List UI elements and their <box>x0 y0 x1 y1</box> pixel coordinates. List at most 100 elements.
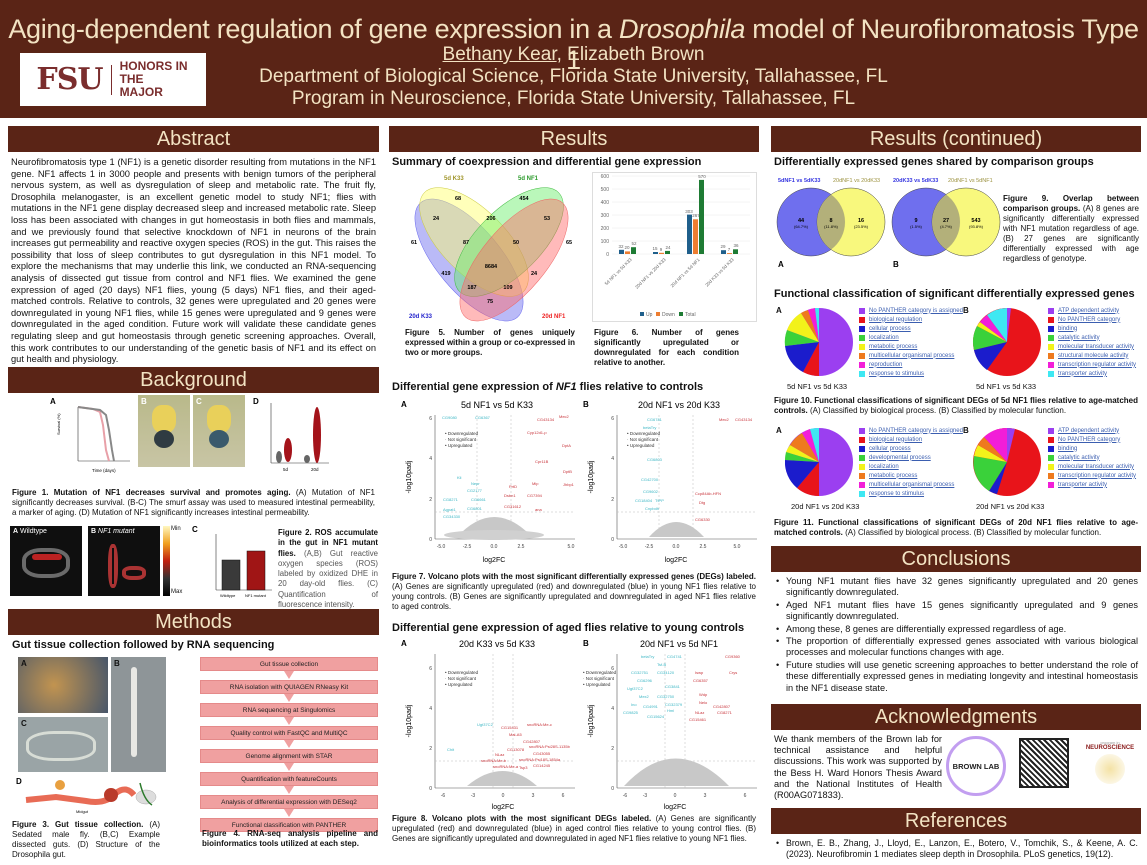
svg-text:CG6661: CG6661 <box>471 497 487 502</box>
svg-text:TtPP: TtPP <box>655 498 664 503</box>
svg-text:Chit: Chit <box>447 747 455 752</box>
svg-text:9: 9 <box>914 218 917 224</box>
svg-text:CG6781: CG6781 <box>647 417 663 422</box>
svg-text:Wildtype: Wildtype <box>220 593 236 598</box>
svg-text:CG15624: CG15624 <box>647 714 665 719</box>
svg-text:Wdp: Wdp <box>699 692 708 697</box>
svg-text:Ugt37C2: Ugt37C2 <box>627 686 644 691</box>
svg-text:CG15461: CG15461 <box>689 717 707 722</box>
svg-text:D: D <box>16 777 22 786</box>
acknowledgments-body: We thank members of the Brown lab for te… <box>771 730 1141 806</box>
svg-text:2: 2 <box>429 746 432 752</box>
shared-degs-subheading: Differentially expressed genes shared by… <box>774 156 1094 168</box>
scale-min-label: Min <box>171 526 181 532</box>
svg-text:0: 0 <box>429 537 432 543</box>
conclusions-heading: Conclusions <box>771 546 1141 572</box>
svg-text:Total: Total <box>685 312 696 318</box>
svg-text:20dK33 vs 5dK33: 20dK33 vs 5dK33 <box>893 178 938 184</box>
conclusion-item: Among these, 8 genes are differentially … <box>774 624 1138 636</box>
results-heading: Results <box>389 126 759 152</box>
figure-11: A No PANTHER category is assigned biolog… <box>776 426 1137 511</box>
figure-1: A Survival (%) Time (days) B C D <box>8 393 379 488</box>
svg-text:Tsf-B: Tsf-B <box>657 662 666 667</box>
four-way-venn-diagram: 5d K33 5d NF1 20d K33 20d NF1 68 454 24 … <box>409 176 572 322</box>
svg-text:-6: -6 <box>623 793 628 799</box>
svg-text:-3: -3 <box>643 793 648 799</box>
svg-text:Midgut: Midgut <box>76 809 89 814</box>
svg-text:Jhbp1: Jhbp1 <box>563 482 575 487</box>
svg-text:CG4991: CG4991 <box>643 704 659 709</box>
svg-text:· Not significant: · Not significant <box>445 676 477 681</box>
svg-text:44: 44 <box>798 218 805 224</box>
qr-code[interactable] <box>1019 738 1069 789</box>
svg-text:Down: Down <box>662 312 675 318</box>
smurf-violin-chart: D 5d 20d <box>253 397 329 472</box>
svg-text:0: 0 <box>611 537 614 543</box>
svg-text:-5.0: -5.0 <box>437 544 446 550</box>
svg-text:A: A <box>401 639 407 648</box>
svg-text:32: 32 <box>618 244 624 249</box>
poster-header: Aging-dependent regulation of gene expre… <box>0 0 1147 118</box>
volcano-plot-8a: A 20d K33 vs 5d K33 Ugt37C2 Chit CG15431 s… <box>401 639 575 811</box>
svg-text:0: 0 <box>674 793 677 799</box>
svg-text:20d NF1 vs 5d NF1: 20d NF1 vs 5d NF1 <box>640 639 718 649</box>
svg-text:6: 6 <box>429 416 432 422</box>
svg-text:NF1 mutant: NF1 mutant <box>245 593 267 598</box>
figure-10-caption: Figure 10. Functional classifications of… <box>774 396 1138 415</box>
svg-text:100: 100 <box>601 239 610 245</box>
figure-11-caption: Figure 11. Functional classifications of… <box>774 518 1138 537</box>
svg-text:6: 6 <box>562 793 565 799</box>
svg-text:log2FC: log2FC <box>492 804 515 811</box>
svg-text:ana: ana <box>535 507 542 512</box>
svg-text:3: 3 <box>704 793 707 799</box>
svg-text:NLaz: NLaz <box>495 752 504 757</box>
svg-text:CG4741: CG4741 <box>667 654 683 659</box>
column-right: Results (continued) Differentially expre… <box>771 126 1141 862</box>
svg-text:D: D <box>253 397 259 406</box>
fsu-honors-logo: FSU HONORS IN THE MAJOR <box>20 53 206 106</box>
svg-text:NLaz: NLaz <box>695 710 704 715</box>
svg-text:206: 206 <box>486 216 495 222</box>
figure-6-caption: Figure 6. Number of genes significantly … <box>594 328 739 367</box>
svg-text:betaTry: betaTry <box>641 654 654 659</box>
svg-text:543: 543 <box>971 218 980 224</box>
svg-text:CG6367: CG6367 <box>475 415 491 420</box>
methods-figures: A C B D Midgut Figure 3. Gut tissue coll… <box>8 655 379 865</box>
svg-text:5d NF1 vs 5d K33: 5d NF1 vs 5d K33 <box>461 400 533 410</box>
svg-text:53: 53 <box>544 216 550 222</box>
pie-11a-label: 20d NF1 vs 20d K33 <box>791 502 860 511</box>
svg-text:419: 419 <box>441 271 450 277</box>
svg-text:20d: 20d <box>311 467 319 472</box>
neuroscience-program-logo: program in NEUROSCIENCE <box>1079 740 1141 795</box>
svg-text:16: 16 <box>858 218 864 224</box>
svg-text:68: 68 <box>455 196 461 202</box>
results-subheading-2: Differential gene expression of NF1 flie… <box>392 381 704 393</box>
abstract-text: Neurofibromatosis type 1 (NF1) is a gene… <box>11 157 376 365</box>
svg-text:29: 29 <box>720 244 726 249</box>
svg-text:75: 75 <box>487 299 493 305</box>
svg-text:Crys: Crys <box>729 670 737 675</box>
svg-text:27: 27 <box>943 218 949 224</box>
svg-text:Ugt37C2: Ugt37C2 <box>477 722 494 727</box>
svg-text:CG32751: CG32751 <box>631 670 649 675</box>
functional-classification-subheading: Functional classification of significant… <box>774 288 1135 300</box>
svg-text:4: 4 <box>611 456 614 462</box>
svg-text:5d K33: 5d K33 <box>444 176 464 182</box>
svg-text:CG9080: CG9080 <box>442 415 458 420</box>
svg-text:CG15431: CG15431 <box>501 725 519 730</box>
svg-text:CG3841: CG3841 <box>665 684 681 689</box>
references-list: Brown, E. B., Zhang, J., Lloyd, E., Lanz… <box>774 838 1138 861</box>
svg-text:CG2177: CG2177 <box>467 488 483 493</box>
svg-text:-log10padj: -log10padj <box>406 704 413 737</box>
svg-text:24: 24 <box>531 271 538 277</box>
svg-text:CG43134: CG43134 <box>537 417 555 422</box>
svg-text:-log10padj: -log10padj <box>588 704 595 737</box>
svg-text:0.0: 0.0 <box>491 544 498 550</box>
figure-7-caption: Figure 7. Volcano plots with the most si… <box>392 572 756 611</box>
svg-text:CG43134: CG43134 <box>735 417 753 422</box>
figure-8-caption: Figure 8. Volcano plots with the most si… <box>392 814 756 843</box>
svg-text:CG6296: CG6296 <box>637 678 653 683</box>
svg-text:CG42807: CG42807 <box>713 704 731 709</box>
